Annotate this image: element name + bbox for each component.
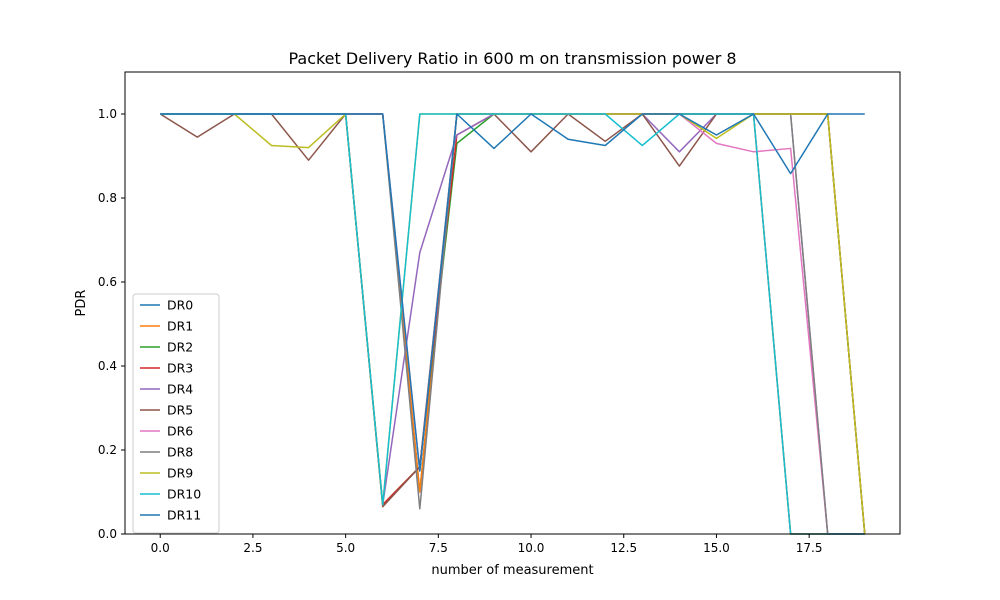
legend-label-dr3: DR3 (167, 361, 193, 376)
legend-label-dr6: DR6 (167, 424, 193, 439)
series-layer (159, 113, 866, 535)
series-line-dr10 (160, 113, 865, 535)
series-line-dr11 (160, 113, 865, 472)
legend-label-dr1: DR1 (167, 319, 193, 334)
x-tick-label: 2.5 (243, 541, 262, 555)
legend-label-dr2: DR2 (167, 340, 193, 355)
chart-title: Packet Delivery Ratio in 600 m on transm… (288, 49, 736, 68)
y-axis-ticks: 0.0 0.2 0.4 0.6 0.8 1.0 (98, 107, 125, 541)
legend-label-dr10: DR10 (167, 487, 201, 502)
y-tick-label: 0.4 (98, 359, 117, 373)
y-tick-label: 0.2 (98, 443, 117, 457)
y-axis-label: PDR (74, 290, 89, 317)
y-tick-label: 1.0 (98, 107, 117, 121)
x-tick-label: 17.5 (796, 541, 823, 555)
legend-label-dr8: DR8 (167, 445, 193, 460)
y-tick-label: 0.6 (98, 275, 117, 289)
x-axis-ticks: 0.0 2.5 5.0 7.5 10.0 12.5 15.0 17.5 (151, 534, 823, 555)
x-axis-label: number of measurement (431, 563, 593, 578)
plot-frame (124, 71, 901, 535)
x-tick-label: 0.0 (151, 541, 170, 555)
x-tick-label: 12.5 (610, 541, 637, 555)
legend-label-dr0: DR0 (167, 298, 193, 313)
legend-label-dr5: DR5 (167, 403, 193, 418)
x-tick-label: 7.5 (429, 541, 448, 555)
y-tick-label: 0.0 (98, 527, 117, 541)
legend-label-dr11: DR11 (167, 508, 201, 523)
y-tick-label: 0.8 (98, 191, 117, 205)
x-tick-label: 15.0 (703, 541, 730, 555)
legend-label-dr9: DR9 (167, 466, 193, 481)
x-tick-label: 5.0 (336, 541, 355, 555)
legend: DR0 DR1 DR2 DR3 DR4 DR5 DR6 DR8 DR9 DR10 DR11 (132, 293, 220, 534)
legend-label-dr4: DR4 (167, 382, 193, 397)
x-tick-label: 10.0 (518, 541, 545, 555)
